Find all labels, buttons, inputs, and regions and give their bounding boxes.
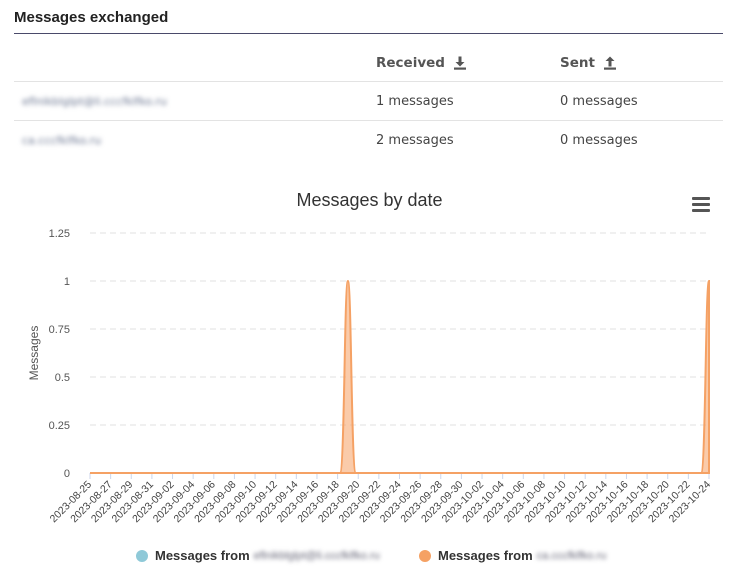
y-tick-label: 1.25 bbox=[49, 228, 70, 240]
legend-label-name: eflnikblglpt@li.cccfklfko.ru bbox=[253, 549, 380, 562]
contact-email: ca.cccfklfko.ru bbox=[22, 134, 102, 147]
chart-legend: Messages from eflnikblglpt@li.cccfklfko.… bbox=[0, 548, 739, 568]
download-icon bbox=[453, 56, 466, 70]
upload-icon bbox=[603, 56, 616, 70]
legend-item-series-1[interactable]: Messages from eflnikblglpt@li.cccfklfko.… bbox=[136, 548, 380, 563]
area-peak bbox=[700, 279, 710, 474]
area-peak bbox=[338, 279, 357, 474]
messages-table: Received Sent eflnikblglpt@li.cccfklfko.… bbox=[14, 44, 723, 160]
received-count: 1 messages bbox=[376, 93, 454, 109]
contact-email: eflnikblglpt@li.cccfklfko.ru bbox=[22, 94, 167, 108]
sent-count: 0 messages bbox=[560, 133, 638, 148]
hamburger-menu-icon[interactable] bbox=[692, 197, 710, 213]
y-tick-label: 0.25 bbox=[49, 420, 70, 432]
y-tick-label: 0 bbox=[64, 468, 70, 480]
sent-count: 0 messages bbox=[560, 93, 638, 109]
received-header-label: Received bbox=[376, 54, 445, 71]
legend-marker-series-2 bbox=[419, 549, 431, 562]
y-tick-label: 0.75 bbox=[49, 324, 70, 336]
legend-marker-series-1 bbox=[136, 549, 148, 562]
sent-header[interactable]: Sent bbox=[560, 44, 617, 81]
legend-item-series-2[interactable]: Messages from ca.cccfklfko.ru bbox=[419, 548, 606, 563]
table-row: ca.cccfklfko.ru 2 messages 0 messages bbox=[14, 121, 723, 160]
y-tick-label: 0.5 bbox=[55, 372, 70, 384]
legend-label-name: ca.cccfklfko.ru bbox=[536, 549, 607, 562]
chart-title: Messages by date bbox=[296, 190, 443, 210]
y-tick-label: 1 bbox=[64, 276, 70, 288]
received-count: 2 messages bbox=[376, 133, 454, 148]
sent-header-label: Sent bbox=[560, 54, 595, 71]
legend-label-prefix: Messages from bbox=[155, 548, 250, 563]
legend-label-prefix: Messages from bbox=[438, 548, 533, 563]
table-row: eflnikblglpt@li.cccfklfko.ru 1 messages … bbox=[14, 82, 723, 121]
received-header[interactable]: Received bbox=[376, 44, 467, 81]
section-title: Messages exchanged bbox=[14, 9, 723, 34]
y-axis-title: Messages bbox=[27, 326, 41, 381]
table-header-row: Received Sent bbox=[14, 44, 723, 82]
